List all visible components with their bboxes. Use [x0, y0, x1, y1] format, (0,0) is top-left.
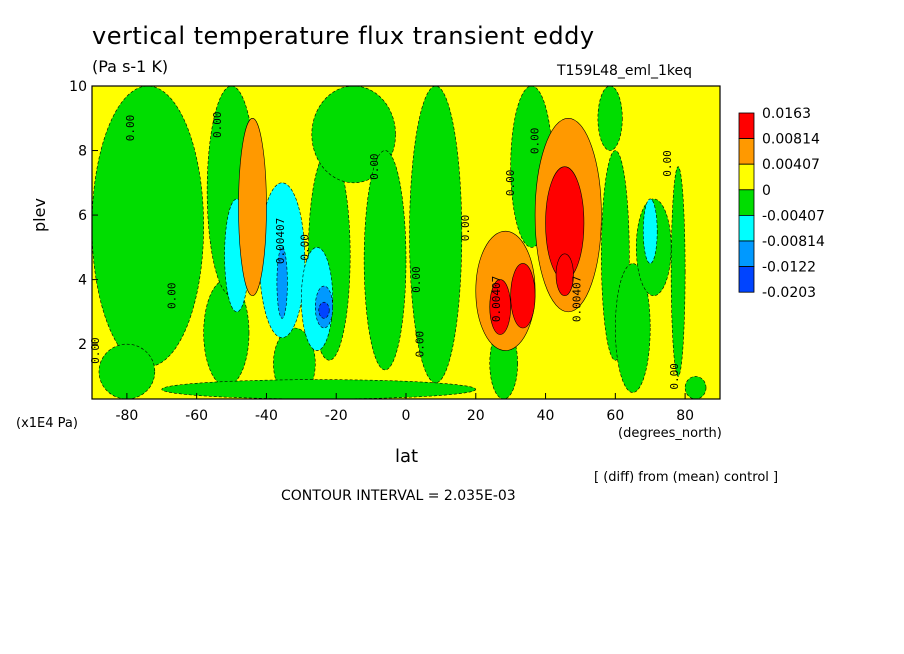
- legend-label: -0.00814: [762, 234, 825, 250]
- x-tick-label: -40: [255, 408, 278, 424]
- color-legend: 0.0163 0.00814 0.00407 0 -0.00407 -0.00814 -0.…: [738, 106, 825, 301]
- x-tick-label: -20: [325, 408, 348, 424]
- legend-label: -0.00407: [762, 208, 825, 224]
- legend-label: 0.00814: [762, 132, 820, 148]
- legend-label: -0.0203: [762, 285, 816, 301]
- shaded-region: [555, 253, 574, 297]
- legend-swatch: [738, 112, 755, 140]
- contour-label: 0.00407: [570, 276, 583, 322]
- x-tick-label: -80: [115, 408, 138, 424]
- shaded-region: [489, 279, 511, 335]
- y-tick-label: 10: [69, 79, 87, 95]
- chart-title: vertical temperature flux transient eddy: [92, 22, 595, 50]
- contour-label: 0.00: [529, 128, 542, 155]
- x-tick-label: 80: [676, 408, 694, 424]
- chart-units: (Pa s-1 K): [92, 57, 169, 76]
- legend-swatch: [738, 163, 755, 191]
- y-tick-label: 4: [78, 273, 87, 289]
- y-axis-units: (x1E4 Pa): [16, 416, 78, 431]
- contour-label: 0.00: [211, 111, 224, 138]
- shaded-region: [318, 301, 330, 319]
- shaded-region: [276, 247, 288, 319]
- y-tick-label: 8: [78, 144, 87, 160]
- shaded-region: [615, 263, 651, 393]
- legend-swatch: [738, 214, 755, 242]
- shaded-region: [670, 166, 686, 377]
- contour-label: 0.00: [166, 282, 179, 309]
- legend-label: -0.0122: [762, 260, 816, 276]
- run-identifier: T159L48_eml_1keq: [557, 63, 693, 79]
- contour-label: 0.00: [368, 153, 381, 180]
- x-tick-label: -60: [185, 408, 208, 424]
- legend-label: 0.0163: [762, 106, 811, 122]
- shaded-region: [238, 117, 267, 297]
- shaded-region: [363, 150, 407, 371]
- contour-label: 0.00: [413, 331, 426, 358]
- shaded-region: [161, 379, 477, 399]
- shaded-field: [92, 86, 720, 399]
- legend-swatch: [738, 266, 755, 293]
- contour-label: 0.00407: [490, 276, 503, 322]
- contour-label: 0.00: [459, 215, 472, 242]
- shaded-region: [597, 86, 623, 151]
- shaded-region: [684, 376, 707, 399]
- shaded-region: [98, 343, 156, 399]
- contour-label: 0.00: [89, 337, 102, 364]
- x-tick-label: 0: [402, 408, 411, 424]
- shaded-region: [642, 198, 658, 264]
- x-axis-units: (degrees_north): [618, 426, 722, 441]
- x-tick-label: 40: [537, 408, 555, 424]
- contour-label: 0.00: [504, 170, 517, 197]
- shaded-region: [510, 263, 536, 329]
- shaded-region: [92, 86, 204, 367]
- legend-swatch: [738, 138, 755, 165]
- contour-label: 0.00: [298, 234, 311, 261]
- shaded-region: [409, 86, 463, 384]
- axes: -80 -60 -40 -20 0 20 40 60 80 2 4 6 8 10: [69, 79, 694, 424]
- x-tick-label: 20: [467, 408, 485, 424]
- contour-label: 0.00407: [274, 218, 287, 264]
- contour-interval: CONTOUR INTERVAL = 2.035E-03: [281, 488, 516, 504]
- x-tick-label: 60: [606, 408, 624, 424]
- x-axis-label: lat: [395, 446, 419, 467]
- contour-label: 0.00: [668, 363, 681, 390]
- y-tick-label: 6: [78, 208, 87, 224]
- difference-note: [ (diff) from (mean) control ]: [594, 470, 779, 485]
- contour-labels: 0.00 0.00 0.00 0.00 0.00 0.00 0.00 0.00 0.00 0.00…: [89, 111, 681, 389]
- legend-label: 0: [762, 183, 771, 199]
- y-tick-label: 2: [78, 337, 87, 353]
- legend-swatch: [738, 240, 755, 268]
- legend-swatch: [738, 189, 755, 216]
- legend-label: 0.00407: [762, 157, 820, 173]
- contour-label: 0.00: [124, 115, 137, 142]
- contour-label: 0.00: [410, 266, 423, 293]
- contour-label: 0.00: [661, 150, 674, 177]
